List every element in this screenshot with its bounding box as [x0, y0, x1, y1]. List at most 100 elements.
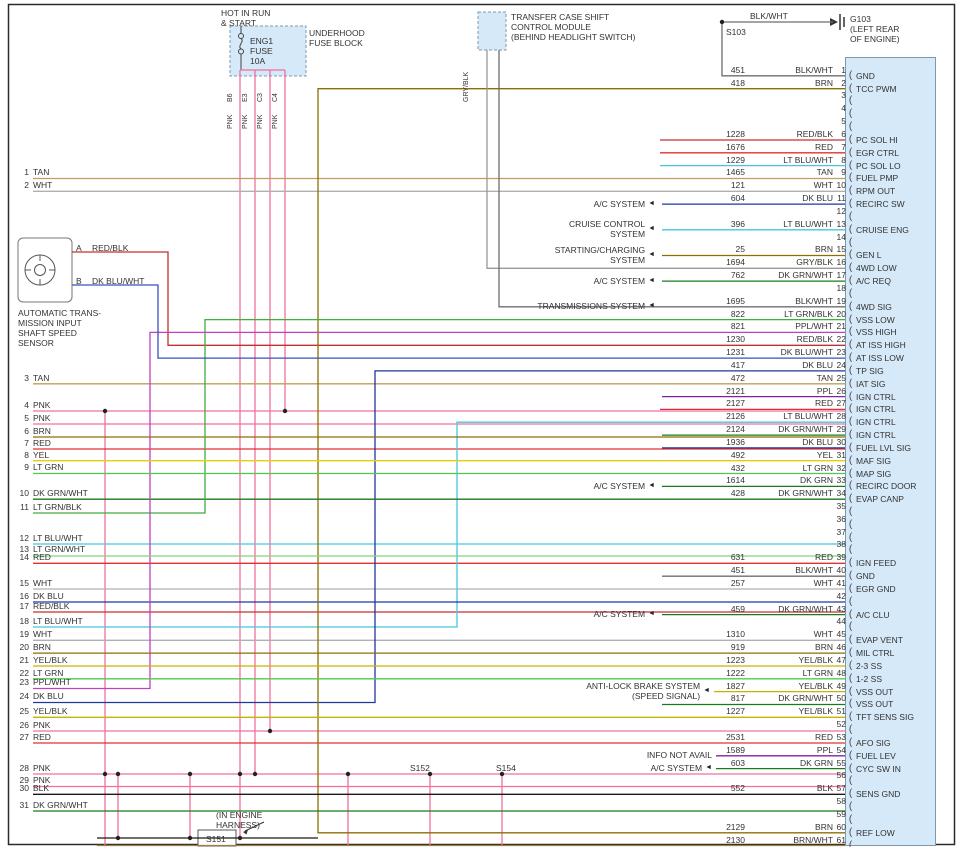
pin-label: 4WD SIG [856, 301, 892, 312]
pin-bracket: ( [848, 608, 853, 620]
connector-pin-row: 1695 BLK/WHT 19 ( 4WD SIG [645, 295, 937, 312]
fuse-icon [238, 26, 244, 70]
wire-color: DK GRN [799, 475, 833, 486]
connector-pin-row: 56 ( [645, 770, 937, 786]
pin-label: IGN CTRL [856, 404, 896, 415]
pin-bracket: ( [848, 326, 853, 338]
wire-color: DK BLU [802, 359, 833, 370]
left-wire-label: 18 LT BLU/WHT [19, 616, 83, 626]
pin-bracket: ( [848, 724, 853, 736]
left-wire-label: 13 LT GRN/WHT [19, 544, 86, 554]
transfer-case-wire-color: GRY/BLK [463, 71, 470, 102]
pin-bracket: ( [848, 364, 853, 376]
connector-pin-row: 25 BRN 15 ( GEN L [645, 244, 937, 261]
pin-label: VSS OUT [856, 686, 894, 697]
pin-number: 45 [836, 629, 846, 640]
connector-pin-row: 451 BLK/WHT 40 ( GND [645, 564, 937, 581]
connector-pin-row: 59 ( [645, 808, 937, 825]
circuit-number: 2124 [726, 424, 745, 435]
connector-pin-row: 1589 PPL 54 ( FUEL LEV [645, 744, 937, 761]
pin-label: AT ISS LOW [856, 353, 904, 364]
pin-label: MIL CTRL [856, 648, 895, 659]
connector-pin-row: 472 TAN 25 ( IAT SIG [645, 372, 937, 389]
left-wire-label: 4 PNK [24, 400, 51, 410]
pin-number: 43 [836, 603, 846, 614]
pin-label: FUEL PMP [856, 173, 899, 184]
connector-pin-row: 5 ( [645, 115, 937, 132]
pin-label: PC SOL HI [856, 134, 898, 145]
pin-label: IGN CTRL [856, 417, 896, 428]
wire-color: BRN [815, 821, 833, 832]
pin-number: 51 [836, 706, 846, 717]
circuit-number: 1231 [726, 347, 745, 358]
pin-bracket: ( [848, 249, 853, 261]
circuit-number: 1229 [726, 154, 745, 165]
pin-bracket: ( [848, 711, 853, 723]
connector-pin-row: 3 ( [645, 90, 937, 106]
pin-label: CRUISE ENG [856, 224, 909, 235]
circuit-number: 492 [730, 449, 745, 460]
pin-number: 14 [836, 231, 846, 242]
pin-number: 2 [841, 77, 846, 88]
wire-color: BLK/WHT [795, 64, 833, 75]
connector-pin-row: 1231 DK BLU/WHT 23 ( AT ISS LOW [645, 346, 937, 363]
wire-color: GRY/BLK [796, 257, 833, 268]
left-arrow-icon: ◄ [648, 250, 655, 258]
pin-bracket: ( [848, 788, 853, 800]
circuit-number: 472 [730, 372, 745, 383]
left-wire-label: 12 LT BLU/WHT [19, 533, 83, 543]
connector-pin-row: 37 ( [645, 526, 937, 543]
connector-pin-row: 762 DK GRN/WHT 17 ( A/C REQ [645, 269, 937, 286]
pin-number: 18 [836, 282, 846, 293]
pin-number: 11 [837, 193, 846, 204]
ground-icon [830, 14, 845, 30]
connector-pin-row: 417 DK BLU 24 ( TP SIG [645, 359, 937, 376]
connector-pin-row: 4 ( [645, 102, 937, 119]
left-wire-label: 10 DK GRN/WHT [19, 488, 88, 498]
system-annotation: A/C SYSTEM ◄ [593, 608, 655, 619]
wire-color: LT BLU/WHT [783, 218, 833, 229]
wire-color: WHT [813, 629, 833, 640]
pin-bracket: ( [848, 108, 853, 120]
pin-number: 35 [836, 500, 846, 511]
connector-pin-row: 822 LT GRN/BLK 20 ( VSS LOW [645, 308, 937, 325]
connector-pin-row: 1827 YEL/BLK 49 ( VSS OUT [645, 680, 937, 697]
wire-color: TAN [816, 167, 833, 178]
pin-bracket: ( [848, 544, 853, 556]
ground-wire-label: BLK/WHT [750, 11, 788, 21]
wire-color: WHT [813, 180, 833, 191]
circuit-number: 1228 [726, 128, 745, 139]
pin-number: 19 [836, 295, 846, 306]
left-wire-label: 30 BLK [19, 783, 50, 793]
pin-bracket: ( [848, 467, 853, 479]
pin-label: VSS LOW [856, 314, 895, 325]
pin-label: VSS OUT [856, 699, 894, 710]
pin-label: IGN FEED [856, 558, 897, 569]
connector-pin-row: 2126 LT BLU/WHT 28 ( IGN CTRL [645, 410, 937, 427]
pin-label: 1-2 SS [856, 673, 882, 684]
connector-pin-row: 1936 DK BLU 30 ( FUEL LVL SIG [645, 436, 937, 453]
fuse-label: ENG1 FUSE 10A [250, 36, 274, 66]
system-annotation: A/C SYSTEM ◄ [650, 762, 712, 773]
circuit-number: 451 [730, 565, 745, 576]
left-wire-label: 27 RED [19, 732, 51, 742]
pin-number: 47 [836, 654, 846, 665]
left-wire-label: 22 LT GRN [19, 668, 64, 678]
connector-pin-row: 2129 BRN 60 ( REF LOW [645, 821, 937, 838]
wire-color: DK GRN/WHT [778, 270, 833, 281]
fuse-wire-color: PNK [242, 114, 249, 129]
pin-number: 32 [836, 462, 846, 473]
wire-color: RED/BLK [796, 334, 833, 345]
pin-number: 40 [836, 565, 846, 576]
circuit-number: 459 [730, 603, 745, 614]
connector-pin-row: 817 DK GRN/WHT 50 ( VSS OUT [645, 693, 937, 710]
system-annotation: TRANSMISSIONS SYSTEM ◄ [537, 300, 655, 311]
left-wire-label: 8 YEL [24, 450, 50, 460]
splice-s152: S152 [410, 763, 430, 773]
transfer-case-label: TRANSFER CASE SHIFT CONTROL MODULE (BEHIND… [511, 12, 636, 42]
wire-color: YEL/BLK [798, 680, 834, 691]
left-wire-label: 23 PPL/WHT [19, 677, 71, 687]
wire-color: DK GRN/WHT [778, 488, 833, 499]
pin-bracket: ( [848, 275, 853, 287]
